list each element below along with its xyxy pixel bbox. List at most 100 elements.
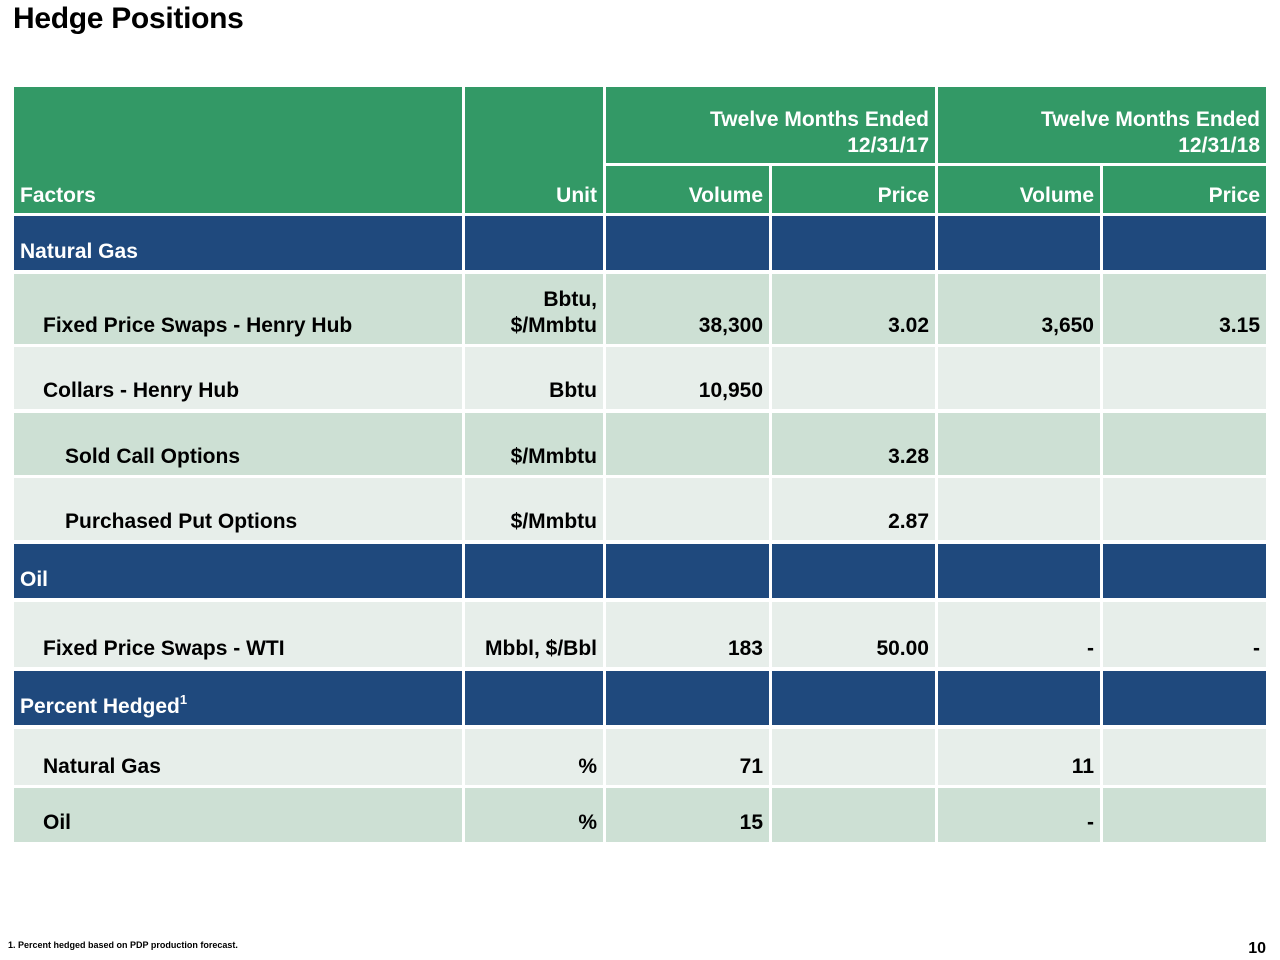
price-2018-label: Price: [1208, 184, 1260, 207]
price-2018-value: -: [1253, 637, 1260, 660]
volume-2017-cell: [606, 478, 769, 540]
volume-2017-cell: 183: [606, 602, 769, 667]
volume-2017-value: 71: [739, 755, 763, 778]
unit-cell: Bbtu: [465, 347, 603, 409]
page-number: 10: [1248, 940, 1266, 957]
unit-value: %: [578, 811, 597, 834]
volume-2018-cell: [938, 347, 1100, 409]
factors-label: Factors: [20, 184, 96, 207]
footnote-marker: 1: [179, 692, 188, 707]
factor-cell: Natural Gas: [14, 729, 462, 785]
price-2018-cell: [1103, 347, 1266, 409]
volume-2018-value: -: [1087, 637, 1094, 660]
price-2018-cell: [1103, 788, 1266, 842]
volume-2017-cell: [606, 413, 769, 475]
header-period-2018: Twelve Months Ended 12/31/18: [938, 87, 1266, 163]
volume-2018-value: -: [1087, 811, 1094, 834]
section-percent-hedged-text: Percent Hedged: [20, 695, 180, 718]
section-oil-blank: [1103, 544, 1266, 598]
section-oil-label: Oil: [20, 567, 456, 593]
price-2018-cell: -: [1103, 602, 1266, 667]
factor-cell: Fixed Price Swaps - WTI: [14, 602, 462, 667]
unit-value: %: [578, 755, 597, 778]
price-2017-label: Price: [877, 184, 929, 207]
volume-2017-value: 183: [727, 637, 763, 660]
volume-2018-value: 3,650: [1041, 314, 1094, 337]
volume-2018-value: 11: [1071, 755, 1094, 778]
section-natural-gas-blank: [606, 216, 769, 270]
volume-2018-cell: -: [938, 788, 1100, 842]
factor-value: Oil: [43, 811, 72, 834]
header-price-2017: Price: [772, 166, 935, 213]
section-natural-gas-blank: [465, 216, 603, 270]
factor-cell: Oil: [14, 788, 462, 842]
section-percent-hedged-blank: [606, 671, 769, 725]
section-oil-blank: [606, 544, 769, 598]
section-natural-gas-text: Natural Gas: [20, 240, 138, 263]
factor-cell: Collars - Henry Hub: [14, 347, 462, 409]
price-2017-cell: 3.28: [772, 413, 935, 475]
price-2017-cell: [772, 347, 935, 409]
header-volume-2018: Volume: [938, 166, 1100, 213]
section-percent-hedged-blank: [772, 671, 935, 725]
section-percent-hedged-label: Percent Hedged1: [20, 692, 456, 720]
factor-value: Fixed Price Swaps - Henry Hub: [43, 314, 353, 337]
unit-value: Bbtu: [549, 379, 597, 402]
section-oil-blank: [465, 544, 603, 598]
price-2017-cell: 2.87: [772, 478, 935, 540]
price-2017-cell: 50.00: [772, 602, 935, 667]
volume-2018-cell: 3,650: [938, 274, 1100, 344]
section-percent-hedged: Percent Hedged1: [14, 671, 462, 725]
price-2017-cell: [772, 788, 935, 842]
volume-2018-cell: 11: [938, 729, 1100, 785]
volume-2017-value: 38,300: [698, 314, 763, 337]
page-title: Hedge Positions: [13, 2, 244, 35]
price-2017-cell: [772, 729, 935, 785]
unit-label: Unit: [556, 184, 597, 207]
factor-value: Sold Call Options: [65, 445, 241, 468]
period-2018-label: Twelve Months Ended 12/31/18: [1041, 108, 1260, 157]
factor-cell: Fixed Price Swaps - Henry Hub: [14, 274, 462, 344]
price-2018-cell: [1103, 413, 1266, 475]
header-price-2018: Price: [1103, 166, 1266, 213]
volume-2017-value: 15: [739, 811, 763, 834]
section-oil-blank: [772, 544, 935, 598]
unit-cell: %: [465, 729, 603, 785]
factor-value: Purchased Put Options: [65, 510, 298, 533]
volume-2018-cell: [938, 413, 1100, 475]
section-natural-gas-blank: [938, 216, 1100, 270]
section-natural-gas-blank: [772, 216, 935, 270]
section-natural-gas-blank: [1103, 216, 1266, 270]
volume-2018-cell: [938, 478, 1100, 540]
section-oil-text: Oil: [20, 568, 49, 591]
unit-cell: $/Mmbtu: [465, 478, 603, 540]
section-percent-hedged-blank: [938, 671, 1100, 725]
header-period-2017: Twelve Months Ended 12/31/17: [606, 87, 935, 163]
header-blank-unit: [465, 87, 603, 163]
volume-2017-cell: 38,300: [606, 274, 769, 344]
unit-cell: Bbtu, $/Mmbtu: [465, 274, 603, 344]
price-2018-cell: 3.15: [1103, 274, 1266, 344]
period-2017-label: Twelve Months Ended 12/31/17: [710, 108, 929, 157]
section-oil: Oil: [14, 544, 462, 598]
header-volume-2017: Volume: [606, 166, 769, 213]
section-percent-hedged-blank: [465, 671, 603, 725]
price-2018-cell: [1103, 478, 1266, 540]
section-percent-hedged-blank: [1103, 671, 1266, 725]
unit-cell: Mbbl, $/Bbl: [465, 602, 603, 667]
section-natural-gas: Natural Gas: [14, 216, 462, 270]
price-2017-value: 3.28: [888, 445, 929, 468]
factor-cell: Sold Call Options: [14, 413, 462, 475]
volume-2017-label: Volume: [688, 184, 763, 207]
factor-value: Collars - Henry Hub: [43, 379, 240, 402]
section-natural-gas-label: Natural Gas: [20, 239, 456, 265]
price-2018-value: 3.15: [1219, 314, 1260, 337]
unit-value: $/Mmbtu: [510, 445, 597, 468]
header-blank-factors: [14, 87, 462, 163]
volume-2017-value: 10,950: [698, 379, 763, 402]
price-2017-cell: 3.02: [772, 274, 935, 344]
factor-cell: Purchased Put Options: [14, 478, 462, 540]
footnote: 1. Percent hedged based on PDP productio…: [8, 940, 238, 950]
volume-2018-cell: -: [938, 602, 1100, 667]
price-2017-value: 50.00: [876, 637, 929, 660]
